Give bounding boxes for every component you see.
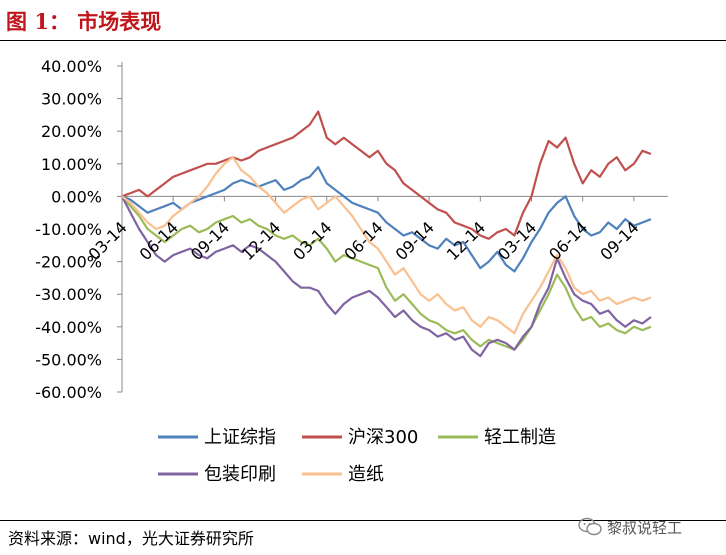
figure-caption: 市场表现 bbox=[77, 9, 162, 34]
y-tick-label: 10.00% bbox=[41, 155, 102, 174]
y-tick-label: -40.00% bbox=[35, 318, 102, 337]
legend-label-1: 上证综指 bbox=[204, 427, 276, 448]
y-tick-label: -60.00% bbox=[35, 383, 102, 402]
top-divider bbox=[0, 40, 726, 41]
watermark: 黎叔说轻工 bbox=[578, 514, 682, 540]
figure-label: 图 bbox=[6, 9, 27, 34]
series-line-5 bbox=[121, 156, 652, 335]
legend-label-5: 造纸 bbox=[348, 464, 384, 485]
legend-label-2: 沪深300 bbox=[348, 427, 418, 448]
y-tick-label: -20.00% bbox=[35, 253, 102, 272]
series-line-4 bbox=[121, 195, 652, 358]
figure-colon: ： bbox=[48, 9, 70, 34]
x-tick-label: 09-14 bbox=[392, 218, 438, 264]
figure-number: 1 bbox=[34, 9, 49, 34]
y-tick-label: 20.00% bbox=[41, 122, 102, 141]
bottom-divider bbox=[0, 520, 726, 521]
figure-title: 图 1： 市场表现 bbox=[6, 6, 161, 36]
x-tick-label: 06-14 bbox=[340, 218, 386, 264]
x-axis-tick-labels: 03-14 06-14 09-14 12-14 03-14 06-14 09-14 12-14… bbox=[85, 218, 643, 264]
legend-label-4: 包装印刷 bbox=[204, 464, 276, 485]
chart-axes bbox=[117, 62, 668, 393]
y-tick-label: 40.00% bbox=[41, 57, 102, 76]
x-tick-label: 12-14 bbox=[238, 218, 284, 264]
y-tick-label: 0.00% bbox=[51, 187, 102, 206]
series-line-3 bbox=[121, 195, 652, 351]
y-tick-label: 30.00% bbox=[41, 90, 102, 109]
legend-label-3: 轻工制造 bbox=[484, 427, 556, 448]
y-tick-label: -50.00% bbox=[35, 350, 102, 369]
chart-series-lines bbox=[121, 110, 652, 358]
x-tick-label: 03-14 bbox=[289, 218, 335, 264]
wechat-icon bbox=[578, 517, 602, 536]
y-tick-label: -10.00% bbox=[35, 220, 102, 239]
series-line-2 bbox=[121, 110, 652, 240]
y-tick-label: -30.00% bbox=[35, 285, 102, 304]
line-chart: 40.00% 30.00% 20.00% 10.00% 0.00% -10.00% -20.… bbox=[35, 57, 668, 485]
x-tick-label: 06-14 bbox=[545, 218, 591, 264]
source-note: 资料来源：wind，光大证券研究所 bbox=[8, 529, 254, 548]
series-line-1 bbox=[121, 166, 652, 273]
watermark-text: 黎叔说轻工 bbox=[607, 518, 683, 537]
y-axis-tick-labels: 40.00% 30.00% 20.00% 10.00% 0.00% -10.00% -20.… bbox=[35, 57, 102, 402]
